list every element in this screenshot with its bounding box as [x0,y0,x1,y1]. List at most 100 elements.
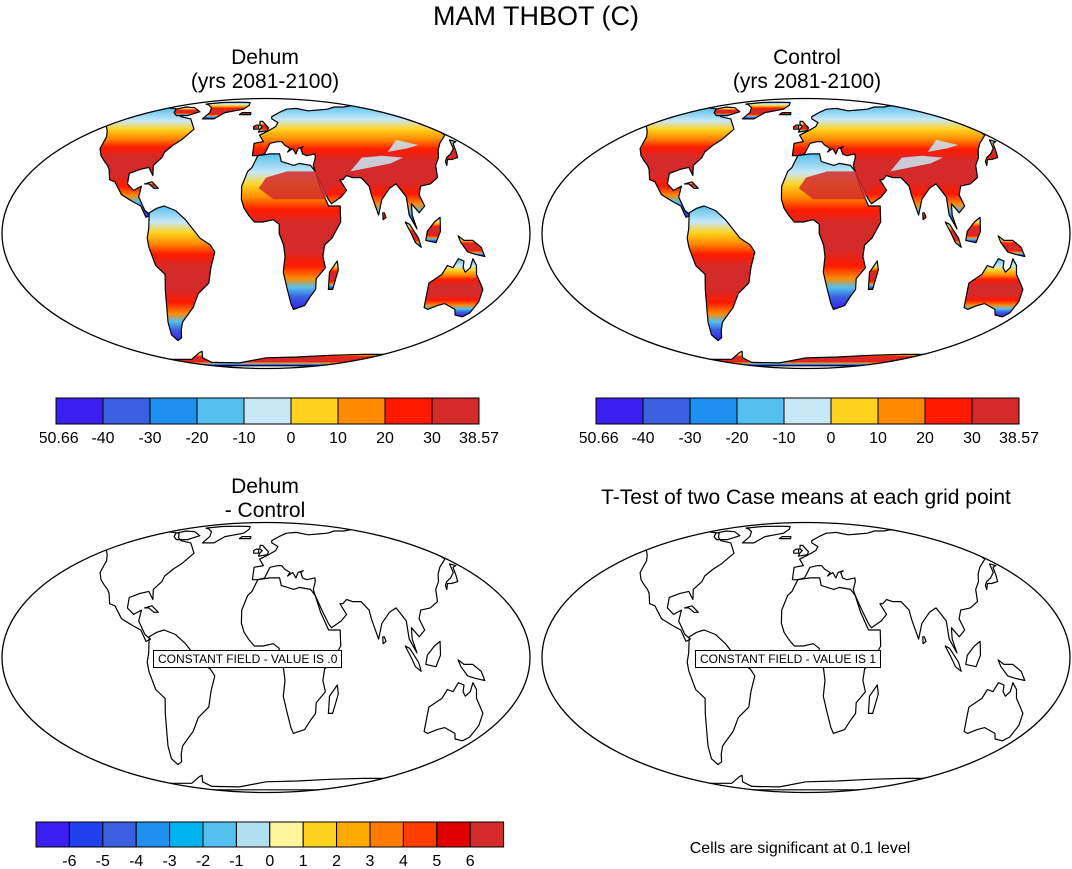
colorbar-difference-label-3: -3 [162,853,176,869]
map-dehum-land-ireland [253,124,260,130]
map-ttest-land-newGuinea [997,659,1026,682]
map-control [541,97,1071,370]
colorbar-control: -50.66 -40 -30 -20 -10 0 10 20 30 38.57 [580,397,1039,447]
map-difference-land-madagascar [327,684,339,714]
map-control-land-sumatra [944,221,962,248]
map-dehum-map-outline [1,97,531,370]
map-difference-land-ireland [253,548,260,554]
colorbar-dehum-label-3: -20 [185,430,208,447]
map-dehum-land-borneo [425,216,442,244]
map-ttest-land-cuba [683,605,699,613]
panel2-title-line2: (yrs 2081-2100) [732,70,882,93]
colorbar-dehum-swatch-1 [102,397,151,425]
colorbar-difference-swatch-11 [402,821,438,848]
map-difference-land-borneo [425,640,442,668]
colorbar-control-label-2: -30 [678,430,701,447]
colorbar-difference-swatch-2 [102,821,137,848]
colorbar-control-swatch-6 [877,397,926,425]
colorbar-control-label-5: 0 [827,430,836,447]
colorbar-difference-label-9: 3 [366,853,375,869]
map-control-land-japan [984,139,999,166]
map-ttest-land-baffin [713,530,741,541]
colorbar-control-label-3: -20 [725,430,748,447]
map-control-field-patch-1 [890,155,943,172]
map-dehum-land-southAmerica [146,205,216,342]
map-difference-land-baffin [173,530,201,541]
map-dehum-field-patch-1 [350,155,403,172]
map-ttest-land-northAmerica [614,531,735,642]
colorbar-difference-swatch-8 [302,821,338,848]
map-difference-land-eurasia [251,528,462,654]
map-dehum-land-greenland [201,101,251,120]
colorbar-dehum: -50.66 -40 -30 -20 -10 0 10 20 30 38.57 [40,397,499,447]
map-control-land-madagascar [867,260,879,290]
map-control-land-northAmerica [614,107,735,218]
panel4-title: T-Test of two Case means at each grid po… [601,486,1011,509]
colorbar-difference-swatch-0 [35,821,70,848]
constant-field-label-diff: CONSTANT FIELD - VALUE IS .0 [153,650,343,668]
colorbar-difference-label-10: 4 [399,853,408,869]
colorbar-difference-label-4: -2 [196,853,210,869]
colorbar-difference-swatch-3 [135,821,171,848]
colorbar-dehum-swatch-5 [290,397,339,425]
colorbar-difference-label-2: -4 [129,853,143,869]
map-ttest-land-australia [963,682,1024,742]
map-control-land-sriLanka [922,212,927,221]
map-ttest-land-greenland [741,525,791,544]
map-control-land-borneo [965,216,982,244]
map-ttest-land-eurasia [791,528,1002,654]
map-dehum-land-baffin [173,106,201,117]
map-control-field-patch-2 [927,139,959,152]
map-control-land-newZealand [1021,306,1048,330]
colorbar-difference: -6 -5 -4 -3 -2 -1 0 1 2 3 4 5 6 [35,821,505,869]
map-ttest-land-uk [797,544,810,557]
map-dehum-land-iceland [238,112,252,116]
map-dehum-land-newZealand [481,306,508,330]
colorbar-difference-label-11: 5 [432,853,441,869]
map-difference-land-uk [257,544,270,557]
map-ttest-land-sriLanka [922,636,927,645]
colorbar-dehum-label-1: -40 [91,430,114,447]
map-ttest-land-japan [984,563,999,590]
map-difference-land-newGuinea [457,659,486,682]
map-dehum-land-sriLanka [382,212,387,221]
map-difference-land-japan [444,563,459,590]
colorbar-control-label-6: 10 [869,430,887,447]
colorbar-difference-label-8: 2 [332,853,341,869]
map-control-land-uk [797,120,810,133]
map-difference-land-africa [240,577,342,734]
figure-title: MAM THBOT (C) [433,1,639,31]
map-difference-map-outline [1,521,531,794]
map-ttest-land-southAmerica [686,629,756,766]
colorbar-control-label-7: 20 [916,430,934,447]
panel3-title-line2: - Control [224,499,306,522]
colorbar-difference-swatch-12 [436,821,471,848]
colorbar-difference-label-5: -1 [229,853,243,869]
map-control-land-cuba [683,181,699,189]
map-ttest-land-ireland [793,548,800,554]
map-difference-land-australia [423,682,484,742]
map-control-land-baffin [713,106,741,117]
colorbar-dehum-label-4: -10 [232,430,255,447]
map-dehum-land-cuba [143,181,159,189]
colorbar-control-swatch-0 [595,397,644,425]
map-dehum-land-sumatra [404,221,422,248]
colorbar-control-swatch-3 [736,397,785,425]
map-difference-land-greenland [201,525,251,544]
colorbar-difference-label-0: -6 [62,853,76,869]
map-control-land-iceland [778,112,792,116]
map-difference-land-newZealand [481,730,508,754]
colorbar-dehum-swatch-0 [55,397,104,425]
map-control-land-australia [963,258,1024,318]
map-control-field-patch-0 [798,171,875,200]
map-dehum-land-newGuinea [457,235,486,258]
map-dehum-field-patch-0 [258,171,335,200]
colorbar-control-swatch-2 [689,397,738,425]
map-ttest-land-newZealand [1021,730,1048,754]
colorbar-difference-swatch-6 [235,821,271,848]
colorbar-control-label-4: -10 [772,430,795,447]
panel1-title-line1: Dehum [231,46,299,69]
colorbar-difference-swatch-7 [269,821,304,848]
map-dehum-land-northAmerica [74,107,195,218]
colorbar-control-label-9: 38.57 [999,430,1039,447]
